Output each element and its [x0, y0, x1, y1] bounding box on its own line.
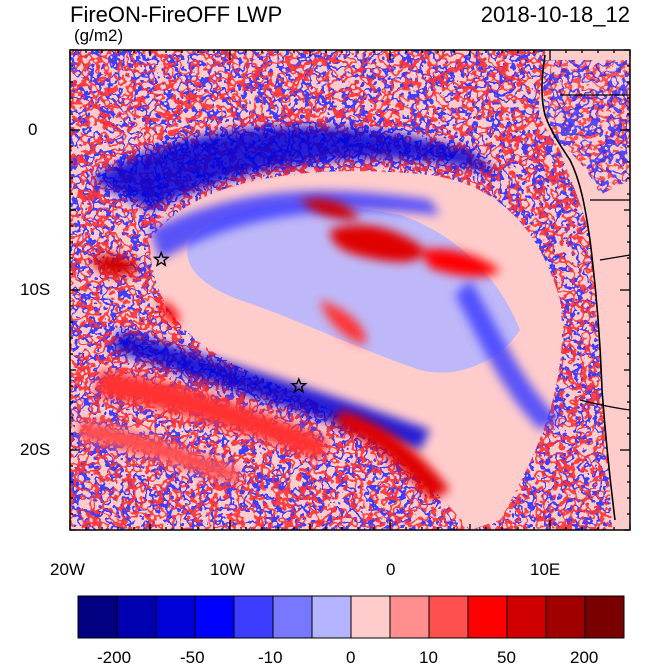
- date-label: 2018-10-18_12: [480, 2, 630, 27]
- lwp-field: [70, 50, 630, 530]
- colorbar-swatch: [350, 595, 391, 639]
- colorbar-label: 0: [346, 648, 356, 667]
- colorbar-swatch: [428, 595, 469, 639]
- colorbar-swatch: [116, 595, 157, 639]
- colorbar: [77, 595, 625, 639]
- colorbar-swatch: [272, 595, 313, 639]
- colorbar-swatch: [467, 595, 508, 639]
- colorbar-swatch: [545, 595, 586, 639]
- colorbar-label: 10: [419, 648, 438, 667]
- colorbar-swatch: [506, 595, 547, 639]
- lon-label-10w: 10W: [210, 560, 245, 579]
- lon-label-10e: 10E: [530, 560, 561, 579]
- star-marker-icon: [152, 250, 170, 267]
- colorbar-label: 200: [570, 648, 599, 667]
- colorbar-swatch: [389, 595, 430, 639]
- lon-label-20w: 20W: [50, 560, 85, 579]
- colorbar-label: -200: [97, 648, 132, 667]
- colorbar-label: -10: [258, 648, 283, 667]
- lat-label-10s: 10S: [20, 280, 51, 299]
- colorbar-swatch: [311, 595, 352, 639]
- lon-label-0: 0: [386, 560, 396, 579]
- colorbar-swatch: [584, 595, 625, 639]
- colorbar-swatch: [155, 595, 196, 639]
- colorbar-swatch: [233, 595, 274, 639]
- lat-label-20s: 20S: [20, 440, 51, 459]
- plot-title: FireON-FireOFF LWP: [70, 2, 283, 27]
- colorbar-label: -50: [180, 648, 205, 667]
- colorbar-swatch: [194, 595, 235, 639]
- units-label: (g/m2): [74, 26, 124, 45]
- lat-label-0: 0: [28, 120, 38, 139]
- star-marker-icon: [290, 377, 308, 394]
- colorbar-swatch: [77, 595, 118, 639]
- colorbar-label: 50: [497, 648, 516, 667]
